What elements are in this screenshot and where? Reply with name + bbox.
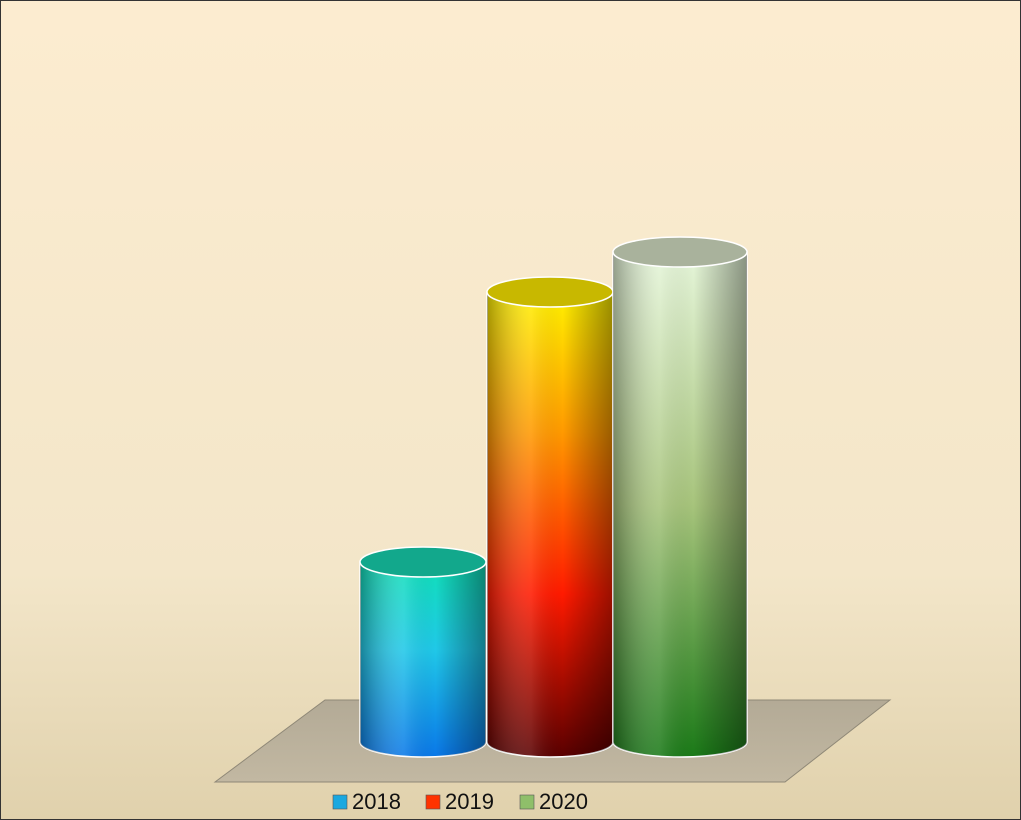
cylinder-top — [359, 546, 487, 578]
legend-swatch — [425, 794, 441, 810]
cylinder-shade — [487, 292, 613, 757]
legend-label: 2020 — [539, 789, 588, 814]
cylinder-top — [486, 276, 614, 308]
cylinder — [612, 236, 748, 758]
legend-swatch — [332, 794, 348, 810]
legend-label: 2019 — [445, 789, 494, 814]
cylinder-shade — [360, 562, 486, 757]
cylinder-top — [612, 236, 748, 268]
legend-label: 2018 — [352, 789, 401, 814]
cylinder — [359, 546, 487, 758]
cylinder — [486, 276, 614, 758]
cylinder-shade — [613, 252, 747, 757]
legend-swatch — [519, 794, 535, 810]
